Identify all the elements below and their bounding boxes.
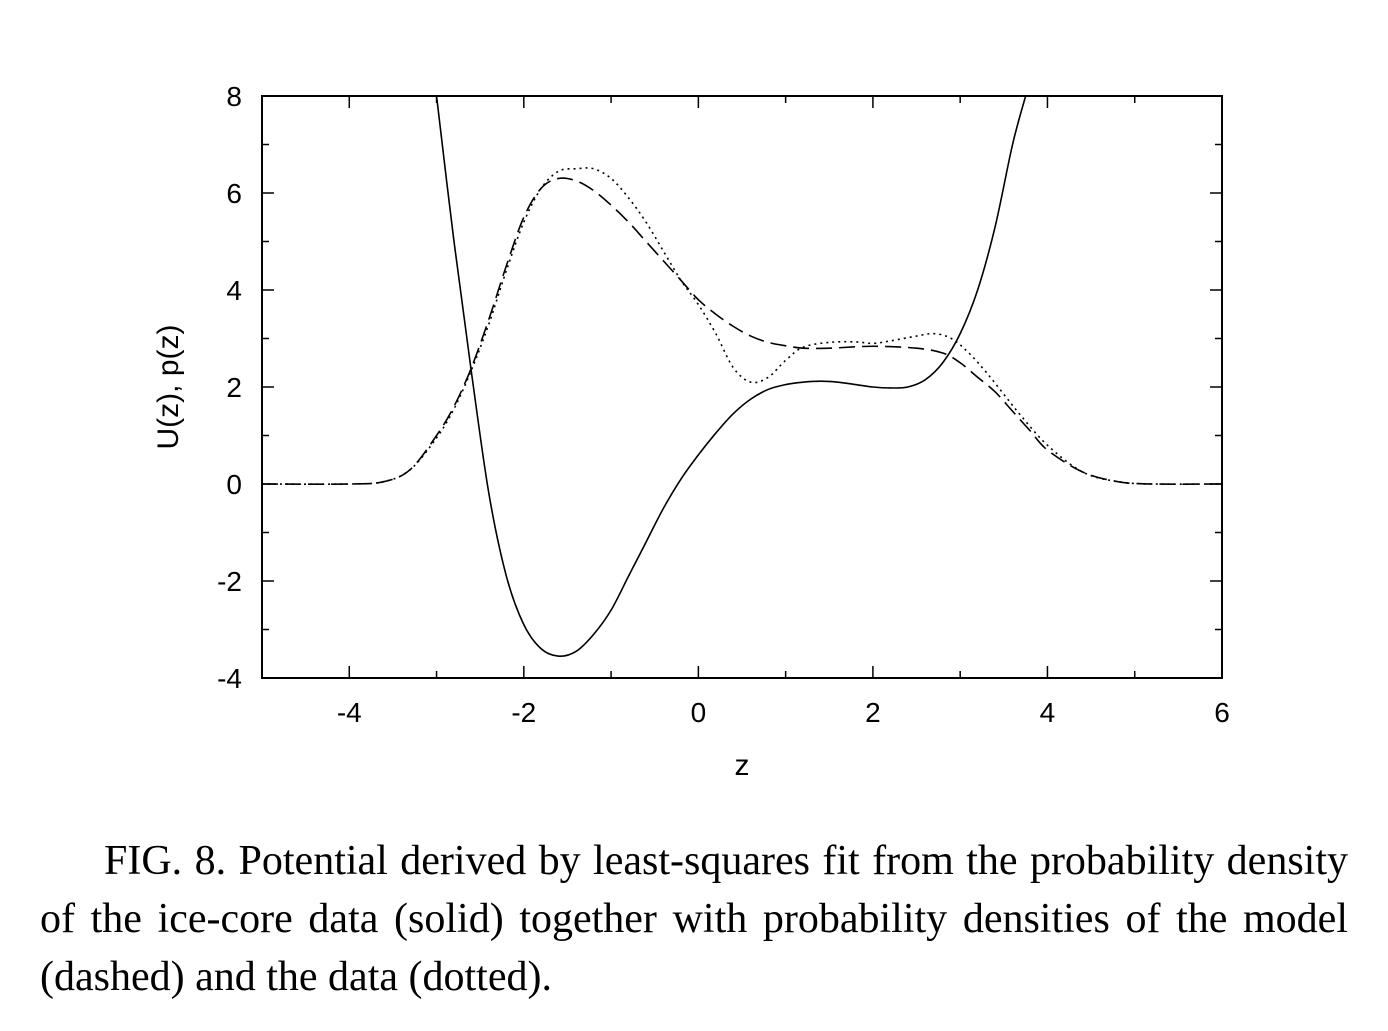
figure-caption: FIG. 8. Potential derived by least-squar… <box>40 838 1348 1000</box>
y-tick-label: -2 <box>217 566 242 597</box>
y-tick-label: 4 <box>226 275 242 306</box>
model-density-curve-dashed <box>262 177 1222 485</box>
x-tick-label: 0 <box>691 697 707 728</box>
x-tick-label: -2 <box>511 697 536 728</box>
plot-frame <box>261 95 1223 679</box>
x-tick-label: -4 <box>337 697 362 728</box>
x-tick-label: 6 <box>1214 697 1230 728</box>
x-tick-label: 2 <box>865 697 881 728</box>
potential-density-chart: -4 -2 0 2 4 6 -4 -2 0 2 4 6 8 z U(z), p(z) <box>152 81 1230 782</box>
y-tick-label: 0 <box>226 469 242 500</box>
data-series <box>262 96 1222 658</box>
axis-ticks <box>261 95 1223 679</box>
y-tick-label: 2 <box>226 372 242 403</box>
x-axis-title: z <box>735 749 750 782</box>
y-tick-label: 8 <box>226 81 242 112</box>
x-tick-label: 4 <box>1040 697 1056 728</box>
y-axis-title: U(z), p(z) <box>152 325 185 450</box>
potential-curve-solid <box>435 96 1027 658</box>
data-density-curve-dotted <box>262 167 1222 485</box>
plot-area-border <box>261 95 1223 679</box>
y-tick-label: 6 <box>226 178 242 209</box>
y-tick-label: -4 <box>217 663 242 694</box>
tick-labels: -4 -2 0 2 4 6 -4 -2 0 2 4 6 8 <box>217 81 1230 728</box>
